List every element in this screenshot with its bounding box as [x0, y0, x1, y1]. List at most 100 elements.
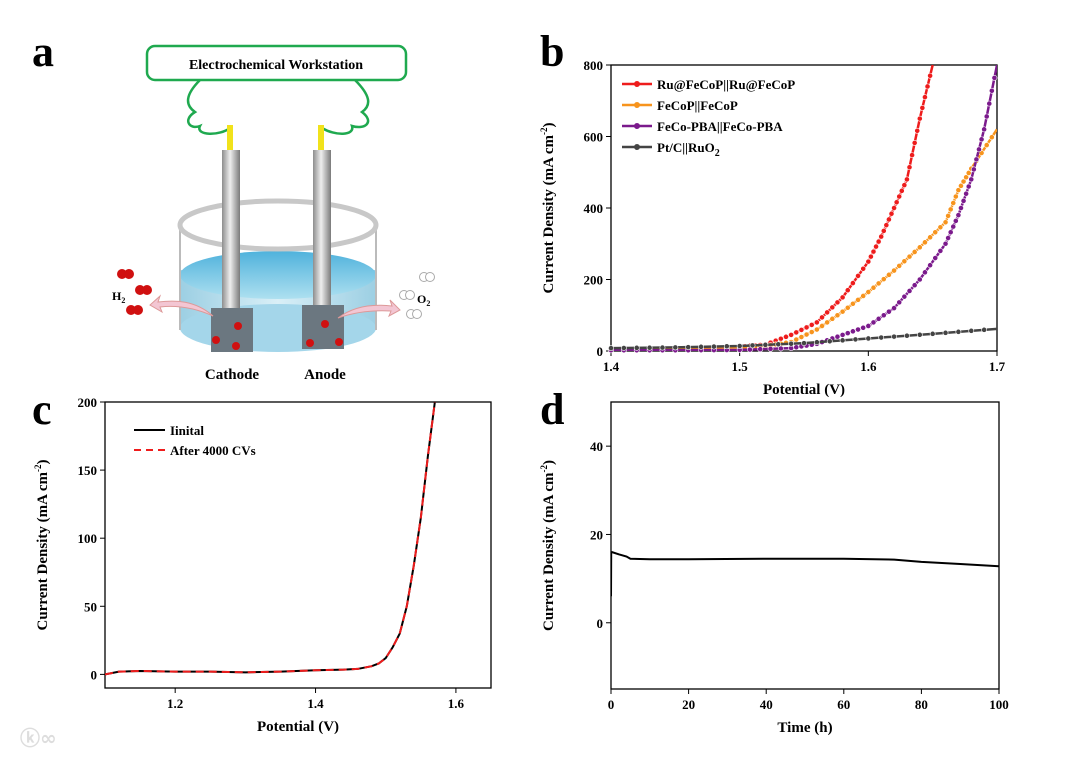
data-point: [844, 287, 851, 294]
data-point: [824, 309, 831, 316]
data-point: [808, 329, 815, 335]
panel-label-d: d: [540, 385, 564, 434]
y-tick-label: 0: [597, 344, 604, 359]
data-point: [813, 339, 820, 346]
data-point: [927, 72, 933, 79]
x-tick-label: 80: [915, 697, 928, 712]
series-line: [105, 402, 436, 676]
data-point: [919, 105, 926, 111]
legend-label-sub: 2: [715, 148, 720, 159]
data-point: [865, 258, 872, 265]
y-axis-label-sup: -2: [539, 127, 549, 135]
data-point: [922, 94, 928, 101]
cathode-rod: [222, 150, 240, 312]
data-point: [870, 248, 877, 255]
cathode-plate: [211, 308, 253, 352]
data-point: [906, 288, 913, 294]
data-point: [783, 333, 789, 340]
y-tick-label: 200: [584, 273, 604, 288]
data-point: [888, 210, 895, 217]
data-point: [893, 199, 900, 206]
beaker-rim: [177, 198, 379, 252]
legend-marker: [634, 102, 640, 108]
data-point: [723, 343, 730, 350]
data-point: [916, 331, 923, 338]
data-point: [878, 334, 885, 341]
data-point: [834, 312, 841, 319]
data-point: [952, 217, 959, 224]
x-tick-label: 100: [989, 697, 1009, 712]
data-point: [685, 344, 692, 351]
data-point: [865, 323, 872, 329]
data-point: [659, 344, 666, 351]
anode-terminal: [318, 125, 324, 151]
legend-marker: [634, 123, 640, 129]
data-point: [711, 343, 717, 350]
x-tick-label: 1.7: [989, 359, 1006, 374]
data-point: [988, 134, 995, 141]
data-point: [901, 293, 908, 300]
legend-label: FeCoP||FeCoP: [657, 98, 738, 113]
data-point: [916, 115, 923, 122]
water-molecules: [212, 320, 343, 350]
data-point: [852, 336, 859, 343]
data-point: [901, 258, 908, 265]
y-tick-label: 40: [590, 439, 603, 454]
legend-label: Iinital: [170, 423, 204, 438]
data-point: [945, 212, 952, 219]
legend-marker: [634, 81, 640, 87]
beaker-bottom: [180, 304, 376, 352]
data-point: [981, 126, 988, 133]
y-tick-label: 100: [78, 531, 98, 546]
data-point: [839, 308, 846, 315]
data-point: [793, 344, 800, 351]
h2-arrow: [149, 294, 214, 317]
x-tick-label: 20: [682, 697, 695, 712]
y-axis-label: Current Density (mA cm-2): [539, 460, 557, 631]
series-line: [611, 128, 997, 351]
data-point: [749, 342, 756, 349]
data-point: [909, 152, 915, 158]
o2-arrow: [337, 299, 401, 319]
data-point: [844, 304, 851, 311]
data-point: [965, 183, 972, 190]
legend-marker: [634, 144, 640, 150]
data-point: [942, 329, 949, 336]
data-point: [855, 326, 861, 333]
x-tick-label: 0: [608, 697, 615, 712]
data-point: [891, 205, 897, 211]
y-tick-label: 200: [78, 395, 98, 410]
data-point: [937, 247, 944, 254]
data-point: [762, 341, 769, 348]
data-point: [922, 269, 928, 276]
data-point: [924, 83, 931, 90]
y-tick-label: 800: [584, 58, 604, 73]
data-point: [947, 206, 954, 213]
data-point: [970, 166, 977, 173]
data-point: [819, 323, 825, 329]
data-point: [904, 176, 910, 183]
data-point: [901, 182, 908, 189]
data-point: [801, 340, 807, 347]
data-point: [950, 223, 957, 230]
data-point: [834, 333, 841, 340]
series-line: [611, 551, 999, 597]
data-point: [698, 343, 704, 350]
data-point: [983, 142, 990, 148]
cathode-wire: [186, 79, 231, 135]
workstation-label: Electrochemical Workstation: [189, 58, 363, 73]
panel-label-c: c: [32, 385, 52, 434]
data-point: [798, 327, 805, 333]
data-point: [880, 276, 887, 283]
data-point: [955, 328, 962, 335]
data-point: [942, 219, 949, 226]
data-point: [978, 136, 985, 143]
panel-label-b: b: [540, 27, 564, 76]
data-point: [873, 243, 879, 250]
data-point: [803, 324, 810, 331]
data-point: [870, 284, 877, 291]
y-tick-label: 50: [84, 599, 97, 614]
data-point: [955, 187, 962, 194]
anode-wire: [321, 79, 370, 135]
data-point: [891, 267, 897, 274]
